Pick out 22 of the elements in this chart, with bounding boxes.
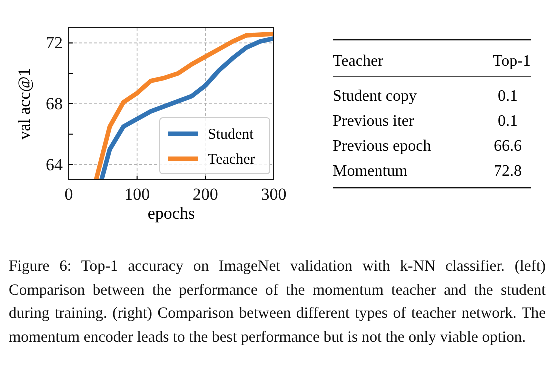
y-tick-label: 68 bbox=[46, 94, 63, 114]
legend-label: Student bbox=[208, 127, 255, 143]
x-tick-label: 200 bbox=[192, 185, 218, 204]
category-label: Student copy bbox=[333, 88, 417, 105]
data-label: 0.1 bbox=[498, 88, 518, 105]
caption: Figure 6: Top-1 accuracy on ImageNet validation with k-NN classifier. (left) Comparison between the performance of the momentum teacher and the student during training. (right) Comparison between different types of teacher network. The momentum encoder leads to the best performance but is not the only viable option. bbox=[9, 257, 546, 348]
x-tick-label: 300 bbox=[261, 185, 287, 204]
category-label: Previous epoch bbox=[333, 138, 432, 155]
legend-label: Teacher bbox=[208, 152, 256, 168]
text: Teacher bbox=[333, 53, 384, 70]
x-axis-title: epochs bbox=[148, 204, 196, 223]
text: Top-1 bbox=[493, 53, 531, 70]
data-label: 72.8 bbox=[494, 163, 522, 180]
category-label: Previous iter bbox=[333, 113, 415, 130]
y-axis-title: val acc@1 bbox=[15, 68, 34, 140]
category-label: Momentum bbox=[333, 163, 408, 180]
x-tick-label: 0 bbox=[64, 185, 74, 204]
y-tick-label: 72 bbox=[46, 34, 63, 53]
x-tick-label: 100 bbox=[124, 185, 150, 204]
data-label: 0.1 bbox=[498, 113, 518, 130]
y-tick-label: 64 bbox=[46, 155, 64, 174]
data-label: 66.6 bbox=[494, 138, 522, 155]
